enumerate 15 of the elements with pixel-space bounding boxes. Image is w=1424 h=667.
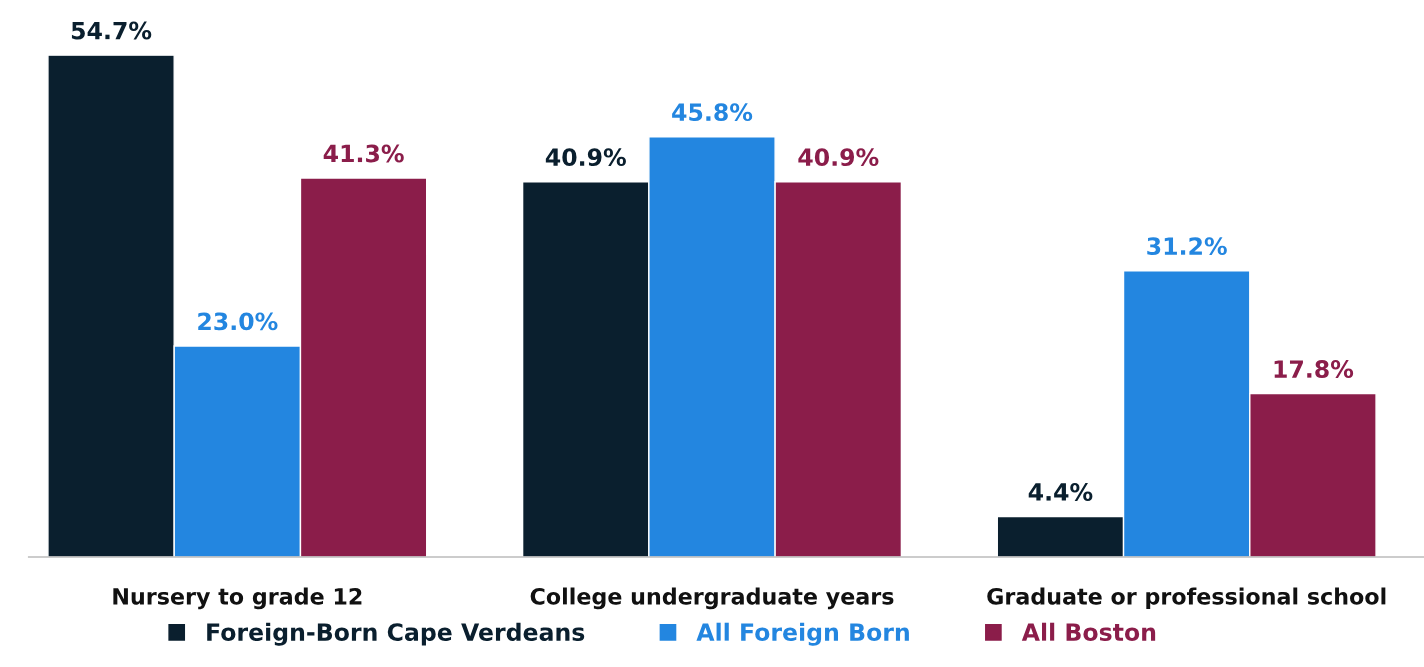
data-label: 23.0% xyxy=(198,312,278,331)
legend-label: All Boston xyxy=(1021,622,1156,641)
data-label: 31.2% xyxy=(1147,237,1227,256)
data-label: 17.8% xyxy=(1274,360,1354,378)
x-tick-label: Graduate or professional school xyxy=(987,587,1386,610)
data-label: 40.9% xyxy=(798,148,879,167)
data-label: 40.9% xyxy=(545,148,626,167)
data-label: 54.7% xyxy=(71,21,152,40)
data-label: 4.4% xyxy=(1028,483,1093,501)
x-tick-label: Nursery to grade 12 xyxy=(113,587,362,610)
legend-label: Foreign-Born Cape Verdeans xyxy=(207,622,585,646)
legend-label: All Foreign Born xyxy=(696,622,909,646)
data-label: 41.3% xyxy=(323,144,404,163)
x-tick-label: College undergraduate years xyxy=(530,587,894,610)
data-label: 45.8% xyxy=(672,103,753,122)
